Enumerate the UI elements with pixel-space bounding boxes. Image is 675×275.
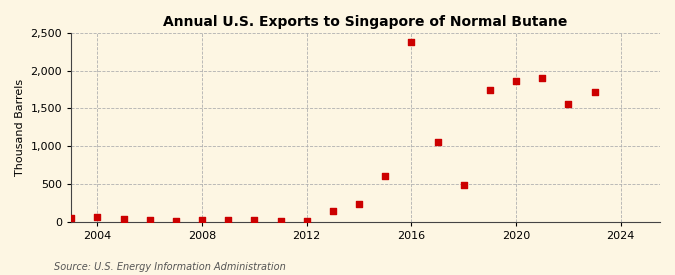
Point bbox=[406, 40, 416, 44]
Point bbox=[171, 219, 182, 224]
Y-axis label: Thousand Barrels: Thousand Barrels bbox=[15, 79, 25, 176]
Point bbox=[92, 215, 103, 219]
Point bbox=[144, 218, 155, 222]
Point bbox=[65, 215, 76, 220]
Point bbox=[275, 218, 286, 223]
Point bbox=[485, 88, 495, 92]
Point bbox=[354, 202, 364, 207]
Point bbox=[432, 139, 443, 144]
Point bbox=[537, 76, 547, 81]
Point bbox=[301, 219, 312, 224]
Point bbox=[380, 174, 391, 179]
Text: Source: U.S. Energy Information Administration: Source: U.S. Energy Information Administ… bbox=[54, 262, 286, 272]
Point bbox=[563, 102, 574, 106]
Point bbox=[223, 218, 234, 222]
Point bbox=[511, 79, 522, 84]
Point bbox=[327, 209, 338, 213]
Title: Annual U.S. Exports to Singapore of Normal Butane: Annual U.S. Exports to Singapore of Norm… bbox=[163, 15, 568, 29]
Point bbox=[118, 217, 129, 222]
Point bbox=[249, 218, 260, 222]
Point bbox=[458, 183, 469, 187]
Point bbox=[196, 218, 207, 222]
Point bbox=[589, 90, 600, 94]
